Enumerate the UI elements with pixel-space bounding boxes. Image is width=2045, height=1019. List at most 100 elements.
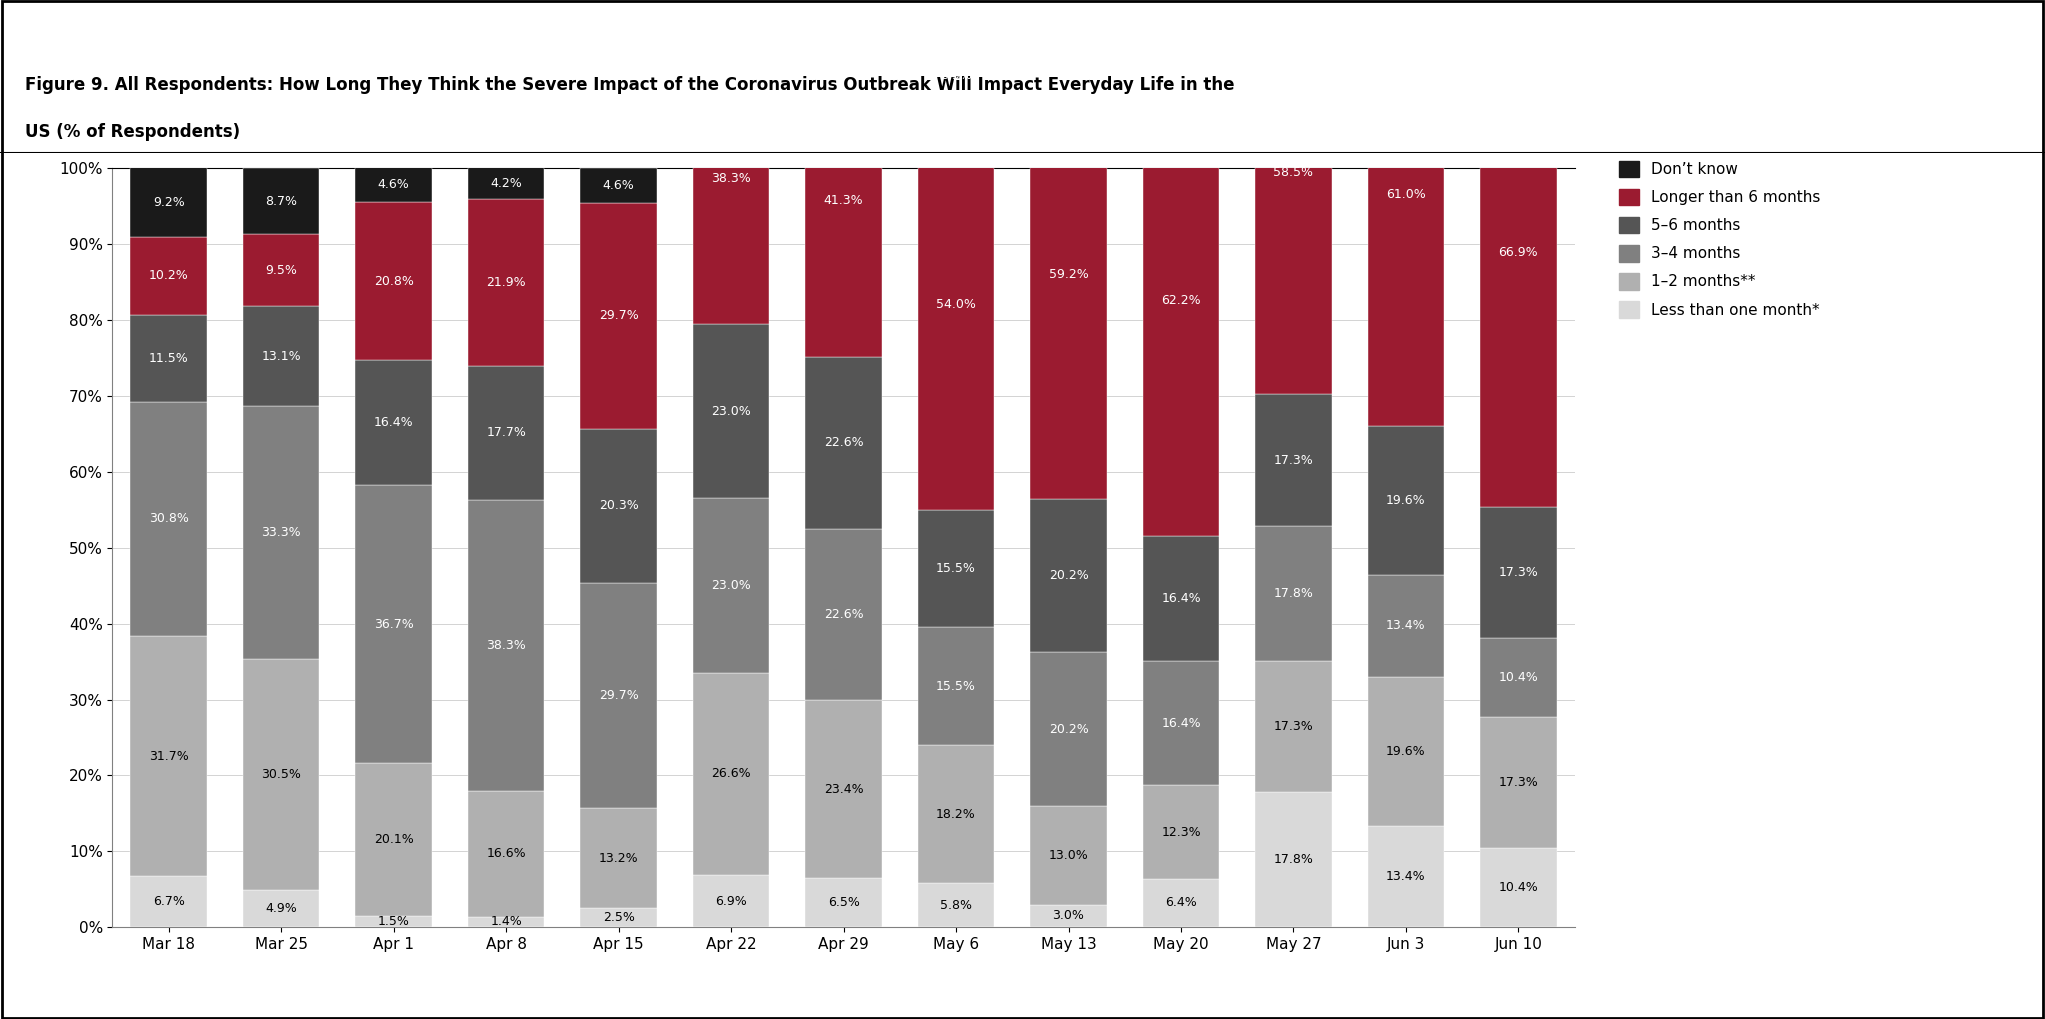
Text: 58.5%: 58.5% bbox=[1274, 166, 1313, 178]
Bar bbox=[918, 745, 994, 883]
Text: 6.9%: 6.9% bbox=[716, 895, 746, 908]
Bar bbox=[918, 51, 994, 100]
Text: 20.1%: 20.1% bbox=[374, 834, 413, 846]
Bar bbox=[1368, 426, 1444, 575]
Bar bbox=[1368, 825, 1444, 927]
Bar bbox=[356, 485, 431, 763]
Text: 59.2%: 59.2% bbox=[1049, 268, 1088, 281]
Text: 10.4%: 10.4% bbox=[1499, 672, 1538, 684]
Text: 4.6%: 4.6% bbox=[378, 178, 409, 192]
Bar bbox=[693, 324, 769, 498]
Text: 6.7%: 6.7% bbox=[153, 896, 184, 908]
Text: 4.9%: 4.9% bbox=[266, 902, 297, 915]
Text: 19.6%: 19.6% bbox=[1387, 494, 1425, 507]
Bar bbox=[468, 167, 544, 200]
Bar bbox=[243, 307, 319, 406]
Bar bbox=[581, 908, 656, 927]
Text: 17.3%: 17.3% bbox=[1274, 453, 1313, 467]
Bar bbox=[806, 44, 881, 358]
Bar bbox=[1143, 64, 1219, 536]
Text: 23.4%: 23.4% bbox=[824, 783, 863, 796]
Text: 4.2%: 4.2% bbox=[491, 177, 521, 190]
Text: 31.7%: 31.7% bbox=[149, 750, 188, 762]
Bar bbox=[581, 583, 656, 808]
Bar bbox=[243, 890, 319, 927]
Bar bbox=[468, 917, 544, 927]
Text: 17.8%: 17.8% bbox=[1274, 853, 1313, 866]
Bar bbox=[1368, 0, 1444, 426]
Text: 17.7%: 17.7% bbox=[487, 426, 526, 439]
Text: 13.2%: 13.2% bbox=[599, 852, 638, 865]
Text: 19.6%: 19.6% bbox=[1387, 745, 1425, 758]
Bar bbox=[243, 406, 319, 658]
Bar bbox=[131, 315, 207, 401]
Bar bbox=[356, 916, 431, 927]
Bar bbox=[243, 168, 319, 234]
Bar bbox=[131, 876, 207, 927]
Text: 6.5%: 6.5% bbox=[828, 896, 859, 909]
Text: 18.2%: 18.2% bbox=[937, 808, 975, 820]
Text: 9.2%: 9.2% bbox=[153, 196, 184, 209]
Legend: Don’t know, Longer than 6 months, 5–6 months, 3–4 months, 1–2 months**, Less tha: Don’t know, Longer than 6 months, 5–6 mo… bbox=[1620, 161, 1820, 318]
Bar bbox=[468, 791, 544, 917]
Text: 5.3%: 5.3% bbox=[716, 6, 746, 19]
Bar bbox=[468, 500, 544, 791]
Bar bbox=[693, 875, 769, 927]
Bar bbox=[356, 360, 431, 485]
Bar bbox=[243, 234, 319, 307]
Text: 41.3%: 41.3% bbox=[824, 194, 863, 207]
Text: 4.6%: 4.6% bbox=[603, 179, 634, 193]
Text: 6.5%: 6.5% bbox=[941, 68, 971, 82]
Text: 13.1%: 13.1% bbox=[262, 350, 301, 363]
Text: 20.8%: 20.8% bbox=[374, 275, 413, 287]
Bar bbox=[806, 700, 881, 878]
Text: 15.5%: 15.5% bbox=[937, 680, 975, 693]
Text: 2.7%: 2.7% bbox=[1166, 47, 1196, 60]
Bar bbox=[131, 636, 207, 876]
Text: 2.5%: 2.5% bbox=[603, 911, 634, 924]
Bar bbox=[693, 498, 769, 673]
Bar bbox=[1143, 878, 1219, 927]
Text: 6.3%: 6.3% bbox=[828, 13, 859, 26]
Text: 22.6%: 22.6% bbox=[824, 608, 863, 621]
Bar bbox=[806, 878, 881, 927]
Bar bbox=[1481, 638, 1556, 717]
Bar bbox=[581, 429, 656, 583]
Bar bbox=[1031, 905, 1106, 927]
Bar bbox=[918, 100, 994, 510]
Bar bbox=[468, 366, 544, 500]
Bar bbox=[806, 0, 881, 44]
Bar bbox=[1143, 536, 1219, 661]
Text: 36.7%: 36.7% bbox=[374, 618, 413, 631]
Text: 38.3%: 38.3% bbox=[712, 172, 751, 184]
Bar bbox=[1368, 575, 1444, 677]
Text: 13.4%: 13.4% bbox=[1387, 870, 1425, 882]
Text: 4.6%: 4.6% bbox=[1053, 25, 1084, 39]
Bar bbox=[1031, 15, 1106, 50]
Bar bbox=[1256, 661, 1331, 792]
Bar bbox=[1256, 394, 1331, 526]
Text: 3.0%: 3.0% bbox=[1053, 909, 1084, 922]
Text: 17.3%: 17.3% bbox=[1499, 776, 1538, 789]
Bar bbox=[581, 808, 656, 908]
Bar bbox=[806, 358, 881, 529]
Text: 33.3%: 33.3% bbox=[262, 526, 301, 539]
Bar bbox=[806, 529, 881, 700]
Text: 16.4%: 16.4% bbox=[374, 416, 413, 429]
Bar bbox=[243, 658, 319, 890]
Text: 15.5%: 15.5% bbox=[937, 562, 975, 575]
Text: 23.0%: 23.0% bbox=[712, 579, 751, 592]
Bar bbox=[918, 510, 994, 628]
Text: 66.9%: 66.9% bbox=[1499, 247, 1538, 259]
Bar bbox=[581, 168, 656, 203]
Bar bbox=[468, 200, 544, 366]
Text: 38.3%: 38.3% bbox=[487, 639, 526, 652]
Text: US (% of Respondents): US (% of Respondents) bbox=[25, 123, 239, 141]
Bar bbox=[1256, 526, 1331, 661]
Bar bbox=[1481, 506, 1556, 638]
Bar bbox=[918, 628, 994, 745]
Bar bbox=[1031, 499, 1106, 652]
Bar bbox=[356, 763, 431, 916]
Text: 21.9%: 21.9% bbox=[487, 276, 526, 289]
Text: 5.8%: 5.8% bbox=[941, 899, 971, 912]
